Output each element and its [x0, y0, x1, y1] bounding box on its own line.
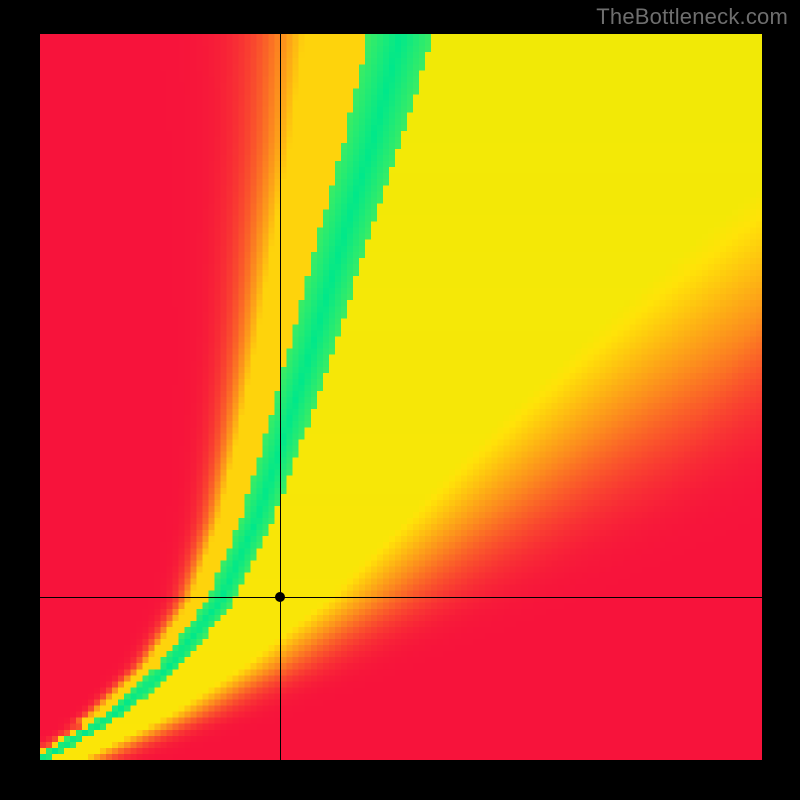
heatmap-canvas: [40, 34, 762, 760]
bottleneck-heatmap-page: { "watermark": { "text": "TheBottleneck.…: [0, 0, 800, 800]
crosshair-horizontal-line: [40, 597, 762, 598]
crosshair-vertical-line: [280, 34, 281, 760]
heatmap-plot-area: [40, 34, 762, 760]
watermark-text: TheBottleneck.com: [596, 4, 788, 30]
